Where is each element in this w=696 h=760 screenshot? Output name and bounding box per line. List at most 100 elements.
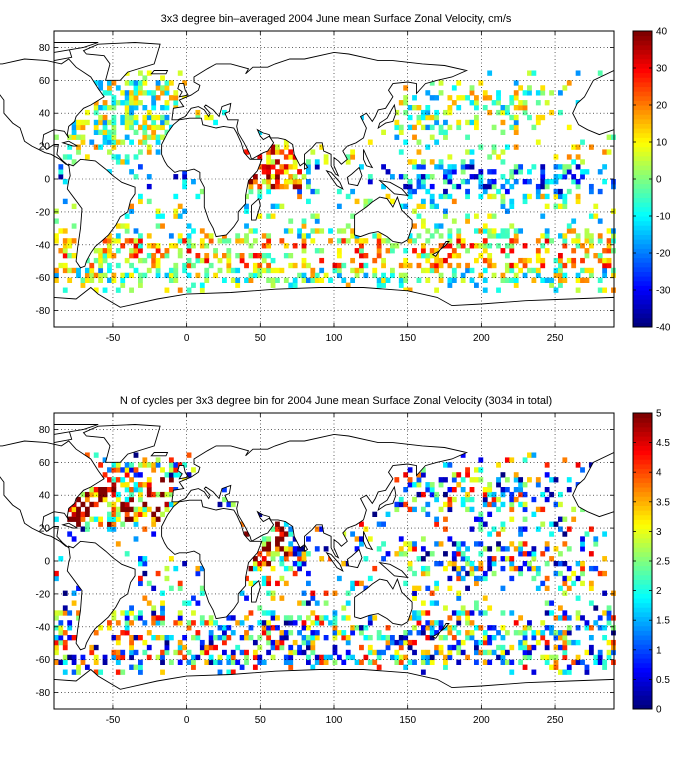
data-bin	[62, 605, 68, 611]
data-bin	[93, 287, 99, 293]
data-bin	[398, 282, 404, 288]
data-bin	[500, 203, 506, 209]
data-bin	[164, 114, 170, 121]
data-bin	[531, 277, 537, 283]
data-bin	[164, 248, 170, 254]
data-bin	[266, 277, 272, 283]
data-bin	[465, 620, 470, 626]
data-bin	[129, 90, 134, 96]
data-bin	[407, 188, 413, 195]
data-bin	[155, 80, 161, 86]
data-bin	[98, 267, 104, 274]
data-bin	[336, 630, 342, 636]
data-bin	[341, 635, 347, 641]
data-bin	[151, 585, 157, 591]
y-tick-label: 0	[44, 175, 50, 186]
data-bin	[390, 654, 395, 661]
data-bin	[478, 565, 484, 572]
data-bin	[412, 639, 417, 646]
data-bin	[129, 262, 134, 269]
data-bin	[460, 477, 466, 483]
data-bin	[146, 253, 152, 259]
data-bin	[544, 625, 550, 631]
data-bin	[261, 243, 267, 249]
data-bin	[292, 561, 298, 567]
data-bin	[611, 625, 616, 631]
data-bin	[54, 625, 59, 631]
colorbar-tick-label: -20	[656, 249, 671, 260]
data-bin	[67, 506, 73, 513]
data-bin	[297, 565, 302, 572]
data-bin	[469, 635, 475, 641]
data-bin	[124, 482, 130, 488]
data-bin	[425, 654, 431, 661]
data-bin	[301, 635, 307, 641]
data-bin	[513, 169, 519, 175]
data-bin	[544, 193, 550, 200]
data-bin	[588, 188, 594, 195]
data-bin	[500, 472, 506, 478]
data-bin	[155, 149, 161, 155]
data-bin	[500, 487, 506, 493]
data-bin	[553, 203, 559, 209]
data-bin	[496, 109, 501, 116]
data-bin	[71, 536, 77, 542]
data-bin	[67, 144, 73, 150]
data-bin	[478, 625, 484, 631]
data-bin	[566, 164, 572, 170]
coastline-greenland	[82, 424, 161, 463]
data-bin	[138, 610, 143, 616]
data-bin	[443, 664, 448, 670]
data-bin	[540, 262, 546, 269]
data-bin	[155, 615, 161, 621]
data-bin	[266, 551, 272, 557]
data-bin	[478, 561, 484, 567]
data-bin	[102, 472, 108, 478]
data-bin	[425, 124, 431, 131]
data-bin	[129, 664, 134, 670]
data-bin	[138, 669, 143, 675]
data-bin	[451, 248, 457, 254]
data-bin	[310, 649, 316, 656]
data-bin	[270, 551, 276, 557]
data-bin	[482, 277, 488, 283]
data-bin	[611, 267, 616, 274]
data-bin	[270, 159, 276, 165]
data-bin	[527, 654, 532, 661]
data-bin	[111, 526, 117, 532]
data-bin	[575, 238, 581, 244]
colorbar-swatch	[633, 95, 652, 101]
data-bin	[606, 134, 612, 140]
colorbar-swatch	[633, 68, 652, 74]
data-bin	[111, 124, 117, 131]
data-bin	[93, 487, 99, 493]
data-bin	[597, 169, 603, 175]
data-bin	[496, 654, 501, 661]
data-bin	[208, 639, 214, 646]
data-bin	[504, 233, 510, 239]
colorbar-swatch	[633, 86, 652, 92]
data-bin	[535, 639, 541, 646]
data-bin	[120, 243, 126, 249]
data-bin	[261, 625, 267, 631]
data-bin	[84, 452, 90, 458]
data-bin	[482, 595, 488, 601]
data-bin	[456, 119, 462, 126]
colorbar-tick-label: 3	[656, 527, 662, 538]
data-bin	[398, 644, 404, 651]
data-bin	[120, 119, 126, 126]
colorbar-swatch	[633, 128, 652, 134]
data-bin	[447, 282, 453, 288]
data-bin	[474, 605, 479, 611]
data-bin	[292, 164, 298, 170]
data-bin	[434, 287, 440, 293]
data-bin	[111, 129, 117, 135]
data-bin	[474, 174, 479, 180]
data-bin	[438, 129, 444, 135]
data-bin	[420, 491, 426, 498]
colorbar-tick-label: 10	[656, 138, 668, 149]
data-bin	[354, 659, 360, 665]
data-bin	[509, 238, 515, 244]
data-bin	[420, 198, 426, 205]
coastline-new-guinea	[378, 561, 409, 578]
